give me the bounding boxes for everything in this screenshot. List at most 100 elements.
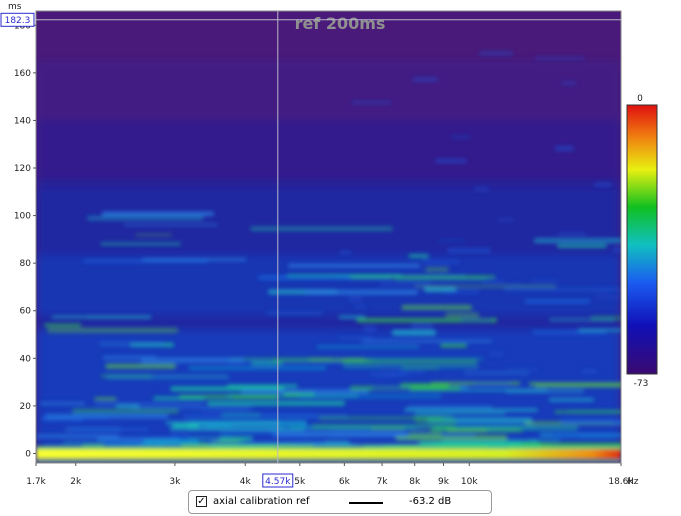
heatmap-streak xyxy=(415,419,457,423)
heatmap-streak xyxy=(381,373,397,377)
y-tick-label: 140 xyxy=(14,116,31,126)
heatmap-streak xyxy=(451,135,471,139)
heatmap-streak xyxy=(100,242,182,246)
heatmap-layer xyxy=(36,51,621,463)
heatmap-streak xyxy=(560,419,621,424)
heatmap-streak xyxy=(555,145,574,151)
y-axis: 020406080100120140160180 xyxy=(14,21,36,459)
heatmap-streak xyxy=(187,427,285,430)
heatmap-streak xyxy=(509,442,621,447)
colorbar-gradient xyxy=(626,104,658,375)
x-tick-label: 4k xyxy=(240,477,252,487)
heatmap-streak xyxy=(250,226,394,232)
heatmap-streak xyxy=(309,358,366,361)
heatmap-streak xyxy=(548,317,615,322)
heatmap-streak xyxy=(401,305,473,310)
heatmap-streak xyxy=(94,402,205,406)
heatmap-streak xyxy=(72,408,179,414)
y-tick-label: 160 xyxy=(14,69,31,79)
x-axis: 1.7k 2k 3k 4k 5k 6k 7k 8k 9k 10k 18.6k xyxy=(26,463,634,487)
heatmap-streak xyxy=(533,238,621,243)
heatmap-streak xyxy=(558,231,586,236)
heatmap-streak xyxy=(123,223,218,227)
legend-series-name: axial calibration ref xyxy=(213,496,310,507)
heatmap-streak xyxy=(287,263,421,268)
heatmap-streak xyxy=(420,442,523,447)
x-tick-label: 1.7k xyxy=(26,477,46,487)
heatmap-streak xyxy=(535,56,585,61)
heatmap-streak xyxy=(98,341,164,347)
y-axis-label: ms xyxy=(8,2,22,12)
heatmap-streak xyxy=(498,218,514,222)
heatmap-streak xyxy=(299,393,442,399)
heatmap-streak xyxy=(438,239,465,242)
x-tick-label: 2k xyxy=(70,477,82,487)
heatmap-streak xyxy=(377,365,402,368)
heatmap-streak xyxy=(47,327,179,333)
heatmap-streak xyxy=(363,326,377,332)
heatmap-streak xyxy=(613,247,621,252)
heatmap-streak xyxy=(440,343,467,348)
heatmap-streak xyxy=(345,357,483,361)
heatmap-streak xyxy=(94,397,117,401)
heatmap-streak xyxy=(463,371,530,375)
legend-series-line-swatch xyxy=(349,502,383,504)
heatmap-streak xyxy=(241,389,370,394)
y-tick-label: 20 xyxy=(20,402,32,412)
cursor-x-readout: 4.57k xyxy=(262,473,294,488)
heatmap-streak xyxy=(474,187,490,191)
heatmap-streak xyxy=(361,339,493,343)
heatmap-streak xyxy=(45,414,169,419)
heatmap-streak xyxy=(394,371,425,374)
heatmap-streak xyxy=(505,368,539,371)
heatmap-streak xyxy=(204,422,233,427)
cursor-x-label: 4.57k xyxy=(265,477,291,487)
heatmap-streak xyxy=(528,382,621,386)
heatmap-streak xyxy=(594,182,612,187)
heatmap-streak xyxy=(423,260,460,264)
heatmap-streak xyxy=(36,434,120,438)
heatmap-streak xyxy=(51,315,151,319)
heatmap-streak xyxy=(489,351,504,356)
heatmap-streak xyxy=(311,423,456,429)
heatmap-streak xyxy=(208,441,329,446)
heatmap-streak xyxy=(411,323,433,329)
heatmap-streak xyxy=(232,395,278,399)
heatmap-streak xyxy=(412,77,438,82)
heatmap-streak xyxy=(338,315,366,320)
cursor-y-label: 182.3 xyxy=(5,16,31,26)
heatmap-streak xyxy=(105,363,177,369)
heatmap-streak xyxy=(408,254,429,258)
heatmap-streak xyxy=(479,51,513,56)
heatmap-streak xyxy=(508,282,522,287)
heatmap-streak xyxy=(266,310,324,316)
heatmap-streak xyxy=(425,267,449,272)
heatmap-streak xyxy=(343,364,479,369)
heatmap-streak xyxy=(446,429,488,432)
legend-series-value: -63.2 dB xyxy=(409,496,452,507)
heatmap-streak xyxy=(561,331,577,335)
heatmap-streak xyxy=(40,402,86,405)
heatmap-streak xyxy=(106,374,230,380)
heatmap-streak xyxy=(338,336,374,340)
x-tick-label: 3k xyxy=(169,477,181,487)
x-tick-label: 6k xyxy=(339,477,351,487)
y-tick-label: 80 xyxy=(20,259,32,269)
heatmap-streak xyxy=(554,410,621,414)
cursor-y-readout: 182.3 xyxy=(0,12,35,27)
heatmap-streak xyxy=(143,439,200,445)
heatmap-streak xyxy=(201,409,249,412)
heatmap-streak xyxy=(391,329,437,336)
y-tick-label: 40 xyxy=(20,354,32,364)
x-tick-label: 10k xyxy=(461,477,478,487)
heatmap-streak xyxy=(188,366,327,370)
heatmap-streak xyxy=(318,416,443,420)
heatmap-streak xyxy=(372,386,411,391)
heatmap-streak xyxy=(286,273,402,277)
heatmap-streak xyxy=(578,328,621,332)
legend-series-checkbox[interactable]: ✓ xyxy=(196,496,207,507)
x-tick-label: 7k xyxy=(377,477,389,487)
heatmap-streak xyxy=(381,282,431,286)
heatmap-streak xyxy=(171,422,214,426)
heatmap-streak xyxy=(404,408,538,412)
